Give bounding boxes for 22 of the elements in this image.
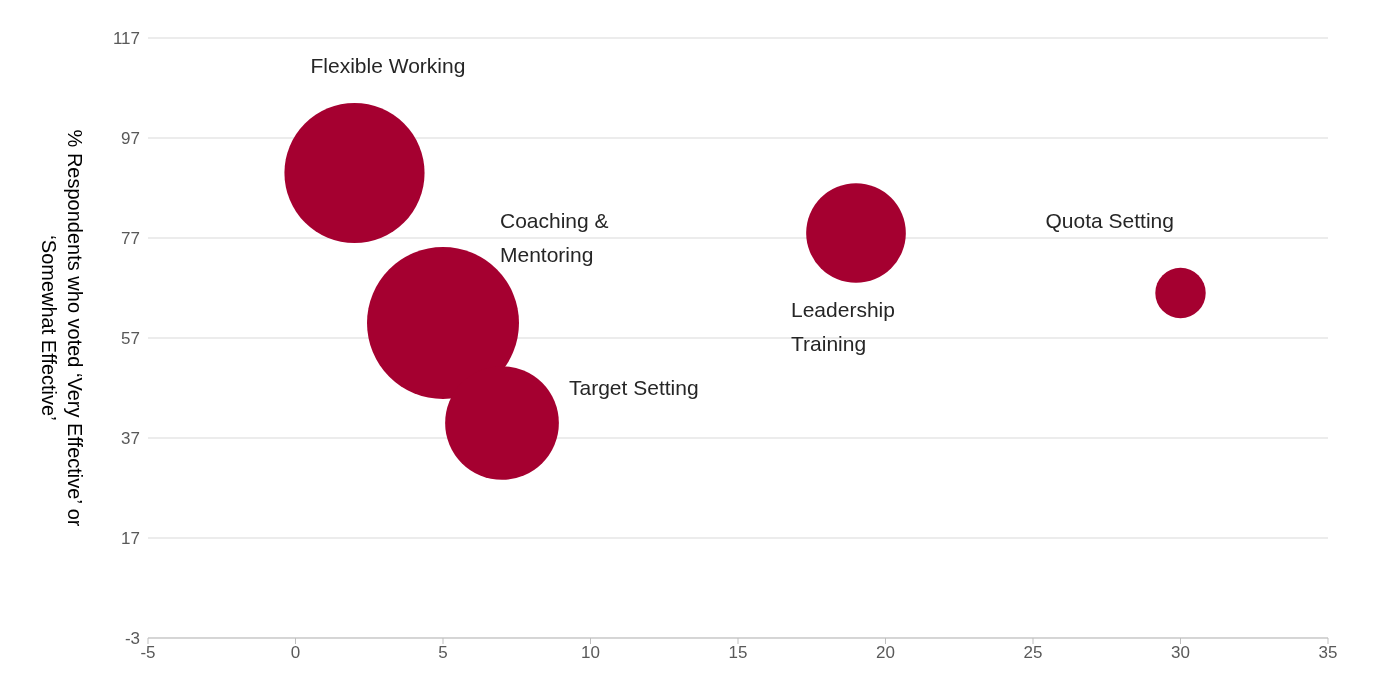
x-tick-label: 0 (290, 643, 301, 663)
annotation: Flexible Working (310, 54, 466, 77)
y-tick-label: 97 (121, 129, 140, 149)
annotation: Target Setting (569, 376, 699, 399)
y-tick-label: 117 (112, 29, 140, 49)
y-tick-label: 17 (121, 529, 140, 549)
annotation: Quota Setting (1045, 209, 1174, 232)
y-tick-label: 57 (121, 329, 140, 349)
y-tick-label: 77 (121, 229, 140, 249)
annotation: Coaching & Mentoring (500, 209, 609, 266)
x-tick-label: 35 (1318, 643, 1338, 663)
x-tick-label: -5 (140, 643, 156, 663)
y-axis-title: % Respondents who voted ‘Very Effective’ or ‘Somewhat Effective’ (38, 129, 86, 527)
x-tick-label: 5 (438, 643, 448, 663)
annotation: Leadership Training (791, 298, 895, 355)
x-tick-label: 15 (728, 643, 748, 663)
x-tick-label: 30 (1171, 643, 1190, 663)
y-tick-label: 37 (121, 429, 140, 449)
y-tick-label: -3 (124, 629, 140, 649)
x-tick-label: 10 (581, 643, 600, 663)
x-tick-label: 20 (876, 643, 895, 663)
x-tick-label: 25 (1023, 643, 1043, 663)
